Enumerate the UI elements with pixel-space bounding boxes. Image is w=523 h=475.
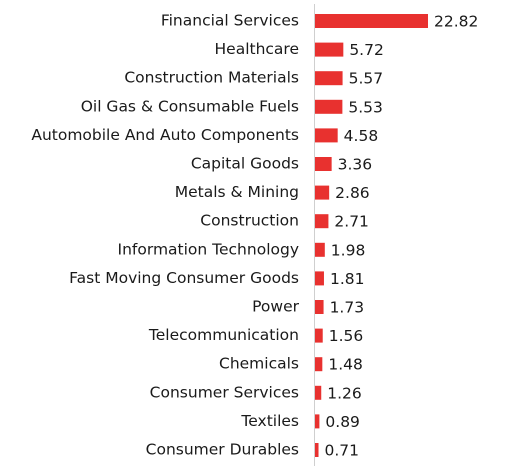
category-label: Power — [252, 298, 299, 316]
bar — [315, 271, 324, 286]
category-label: Consumer Services — [150, 383, 299, 401]
category-label: Automobile And Auto Components — [31, 126, 299, 144]
category-label: Oil Gas & Consumable Fuels — [81, 97, 299, 115]
value-label: 5.57 — [349, 70, 384, 88]
bar — [315, 214, 329, 229]
value-label: 1.73 — [330, 299, 365, 317]
category-label: Fast Moving Consumer Goods — [69, 269, 299, 287]
value-label: 4.58 — [344, 127, 379, 145]
bar — [315, 42, 344, 57]
bar — [315, 385, 322, 400]
bar — [315, 128, 338, 143]
bar — [315, 14, 428, 28]
value-label: 1.48 — [328, 356, 363, 374]
bar — [315, 71, 343, 86]
value-label: 3.36 — [338, 156, 373, 174]
category-label: Textiles — [240, 412, 299, 430]
bar — [315, 328, 323, 343]
bar — [315, 443, 319, 457]
value-label: 5.72 — [349, 41, 384, 59]
value-label: 1.56 — [329, 327, 364, 345]
bar — [315, 99, 343, 114]
category-label: Telecommunication — [148, 326, 299, 344]
value-label: 1.26 — [327, 384, 362, 402]
bar — [315, 157, 332, 171]
category-label: Financial Services — [161, 12, 299, 30]
bar — [315, 300, 324, 314]
category-label: Chemicals — [219, 355, 299, 373]
value-label: 0.89 — [325, 413, 360, 431]
category-label: Metals & Mining — [175, 183, 299, 201]
category-label: Healthcare — [215, 40, 300, 58]
value-label: 1.81 — [330, 270, 365, 288]
category-label: Construction Materials — [124, 69, 299, 87]
category-label: Consumer Durables — [146, 441, 299, 459]
value-label: 0.71 — [325, 442, 360, 460]
bar — [315, 414, 320, 429]
bar — [315, 185, 330, 200]
category-label: Information Technology — [118, 240, 299, 258]
value-label: 5.53 — [348, 98, 383, 116]
category-label: Construction — [200, 212, 299, 230]
bar — [315, 242, 325, 257]
value-label: 2.71 — [334, 213, 369, 231]
value-label: 1.98 — [331, 241, 366, 259]
category-label: Capital Goods — [191, 155, 299, 173]
bar — [315, 357, 323, 372]
value-label: 2.86 — [335, 184, 370, 202]
value-label: 22.82 — [434, 13, 478, 31]
